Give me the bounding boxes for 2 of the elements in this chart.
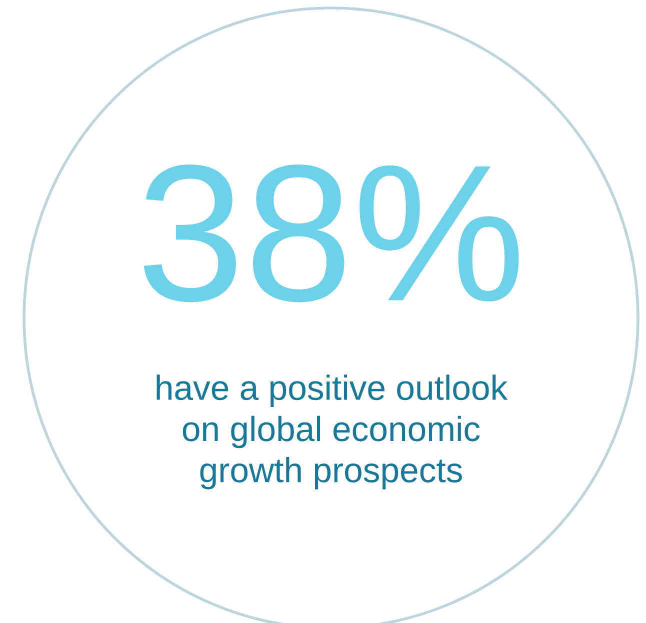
text: have a positive outlook on global economic growth prospects bbox=[156, 374, 508, 490]
data-label: 38% bbox=[144, 164, 519, 302]
